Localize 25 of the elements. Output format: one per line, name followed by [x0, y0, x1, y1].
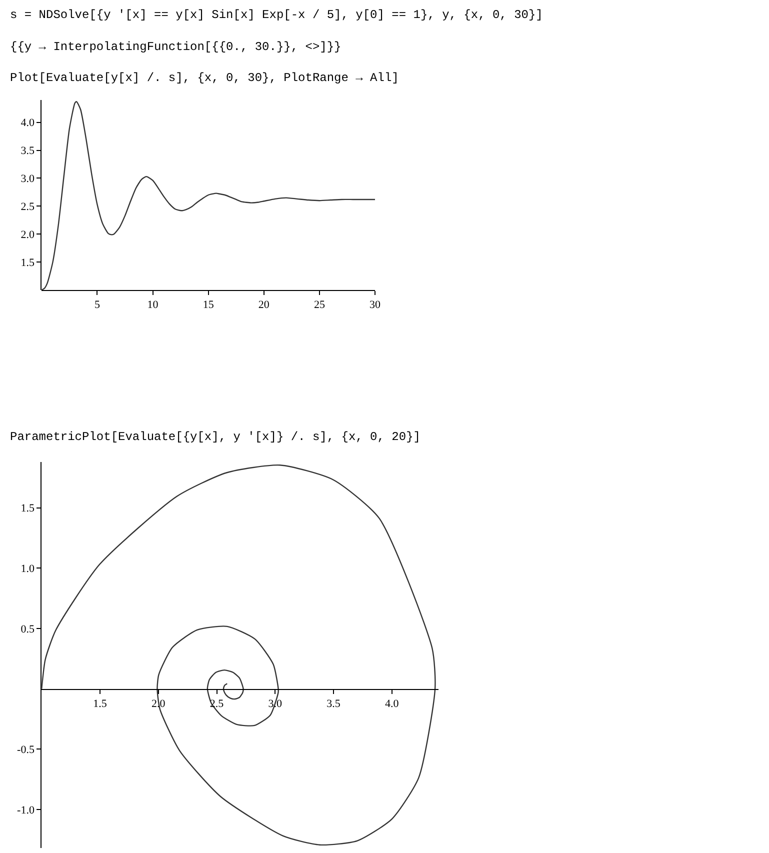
y-tick-label: 4.0: [20, 117, 35, 130]
text: Plot[Evaluate[y[x] /. s], {x, 0, 30}, PlotRange → All]: [10, 71, 399, 85]
x-tick-label: 10: [147, 299, 159, 312]
y-tick-label: 2.0: [20, 228, 35, 241]
y-tick-label: 1.5: [20, 256, 35, 269]
x-tick-label: 4.0: [384, 698, 400, 710]
x-tick-label: 1.5: [93, 698, 108, 710]
x-tick-label: 3.5: [326, 698, 341, 710]
x-tick-label: 5: [94, 299, 100, 312]
chart-title: s = NDSolve[{y '[x] == y[x] Sin[x] Exp[-x / 5], y[0] == 1}, y, {x, 0, 30}]: [10, 8, 543, 22]
y-tick-label: 2.5: [20, 201, 35, 214]
y-tick-label: -0.5: [17, 744, 35, 756]
x-tick-label: 25: [314, 299, 326, 312]
y-tick-label: 1.0: [20, 563, 35, 575]
x-tick-label: 20: [258, 299, 270, 312]
y-tick-label: 3.5: [20, 145, 35, 158]
y-tick-label: 1.5: [20, 502, 35, 515]
y-tick-label: 0.5: [20, 623, 35, 636]
x-tick-label: 15: [202, 299, 214, 312]
chart-subtitle: {{y → InterpolatingFunction[{{0., 30.}}, <>]}}: [10, 40, 342, 54]
line-series: [42, 464, 436, 846]
x-tick-label: 30: [370, 299, 382, 312]
chart-title: ParametricPlot[Evaluate[{y[x], y '[x]} /. s], {x, 0, 20}]: [10, 430, 420, 444]
y-tick-label: 3.0: [20, 173, 35, 186]
y-tick-label: -1.0: [17, 804, 35, 816]
